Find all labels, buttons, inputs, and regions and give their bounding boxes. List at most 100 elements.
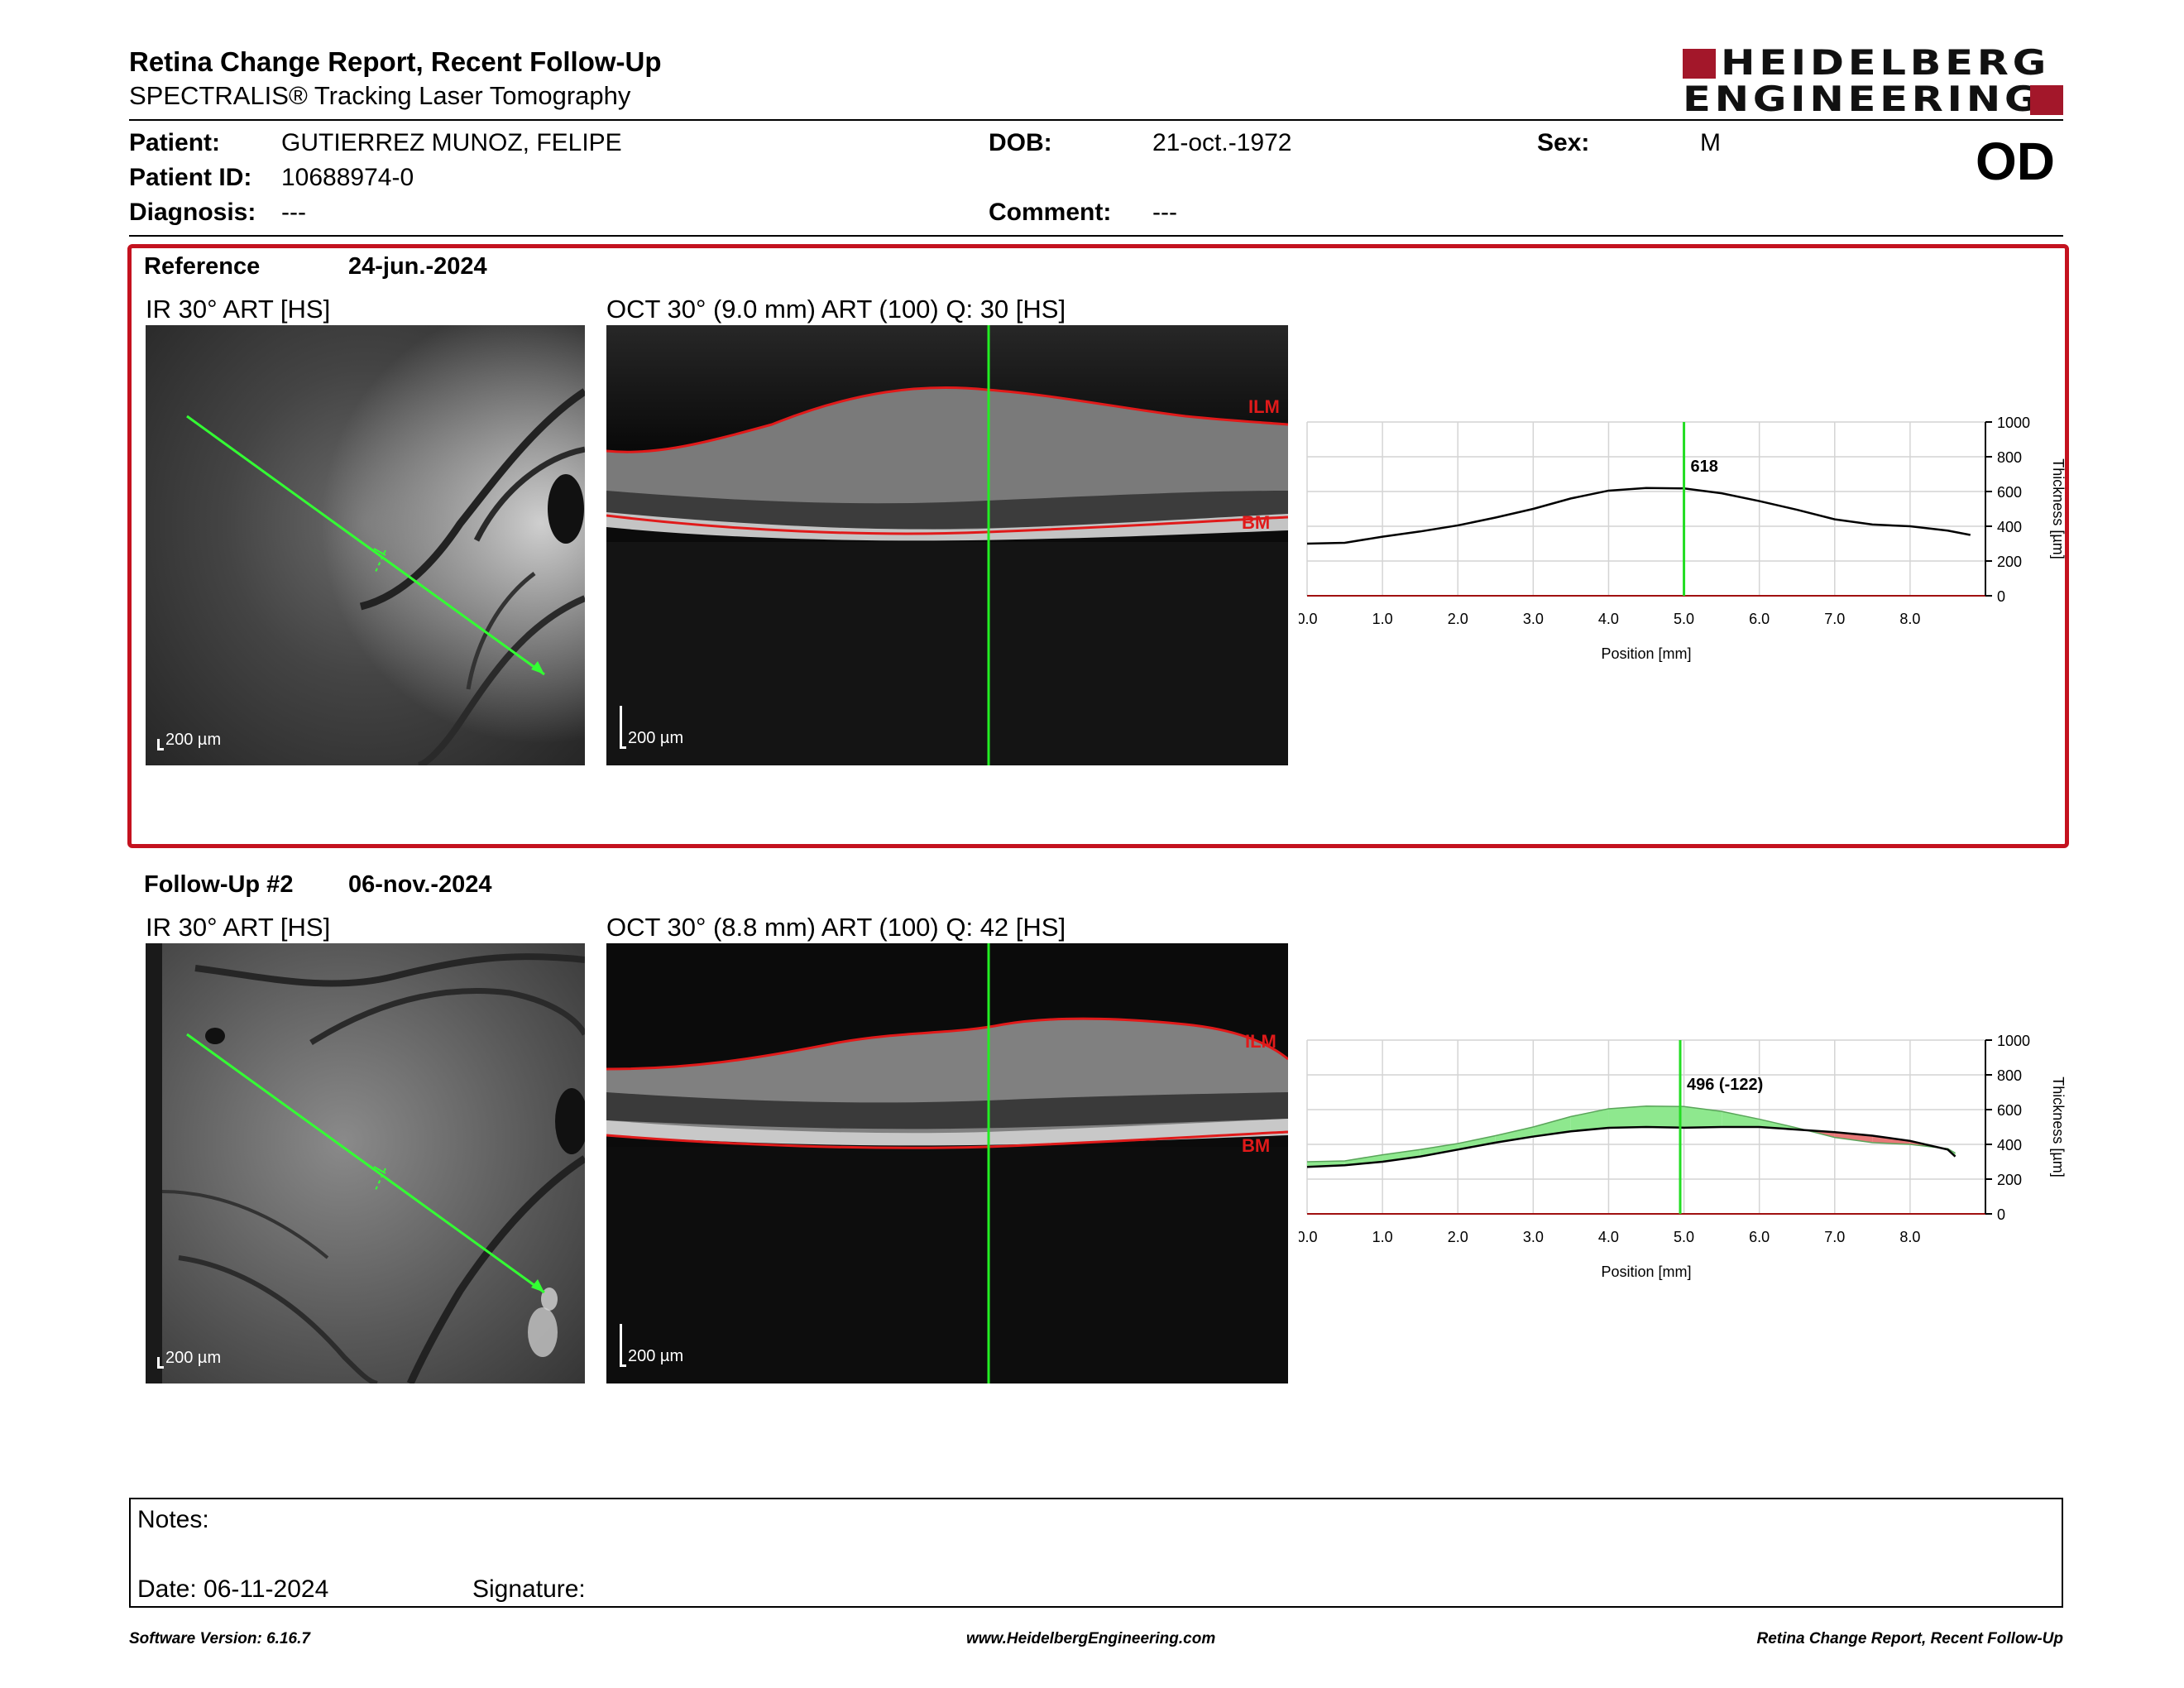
- patient-label: Patient:: [129, 129, 221, 156]
- dob-value: 21-oct.-1972: [1152, 129, 1292, 156]
- thickness-decrease-area: [1458, 1135, 1496, 1150]
- eye-indicator: OD: [1976, 132, 2055, 191]
- x-tick-label: 7.0: [1824, 1229, 1845, 1245]
- x-tick-label: 6.0: [1749, 611, 1770, 627]
- scale-bar: [620, 706, 626, 749]
- x-axis-label: Position [mm]: [1601, 645, 1691, 662]
- scale-label: 200 µm: [165, 1349, 222, 1367]
- y-tick-label: 1000: [1997, 415, 2030, 431]
- thickness-decrease-area: [1533, 1116, 1571, 1137]
- thickness-line: [1306, 487, 1971, 545]
- followup-date: 06-nov.-2024: [348, 871, 492, 898]
- cursor-value-label: 496 (-122): [1687, 1076, 1763, 1094]
- sex-label: Sex:: [1537, 129, 1590, 156]
- y-axis-label: Thickness [µm]: [2050, 1077, 2067, 1177]
- reference-oct-graphic: [606, 325, 1288, 765]
- sex-value: M: [1700, 129, 1721, 156]
- x-tick-label: 5.0: [1674, 1229, 1694, 1245]
- y-tick-label: 400: [1997, 519, 2022, 535]
- bm-label: BM: [1242, 1135, 1271, 1156]
- signature-label: Signature:: [472, 1575, 586, 1603]
- x-tick-label: 2.0: [1448, 611, 1468, 627]
- x-tick-label: 3.0: [1523, 611, 1544, 627]
- y-tick-label: 1000: [1997, 1033, 2030, 1049]
- comment-value: ---: [1152, 199, 1177, 226]
- ilm-label: ILM: [1245, 1031, 1276, 1052]
- cursor-value-label: 618: [1691, 458, 1718, 476]
- y-tick-label: 200: [1997, 1172, 2022, 1188]
- reference-panel: [127, 244, 2069, 848]
- followup-oct-title: OCT 30° (8.8 mm) ART (100) Q: 42 [HS]: [606, 913, 1066, 942]
- thickness-decrease-area: [1684, 1106, 1722, 1128]
- y-tick-label: 200: [1997, 554, 2022, 570]
- comment-label: Comment:: [989, 199, 1112, 226]
- scale-label: 200 µm: [628, 729, 684, 747]
- patient-id: 10688974-0: [281, 164, 414, 191]
- report-title: Retina Change Report, Recent Follow-Up: [129, 46, 662, 77]
- heidelberg-logo: HEIDELBERG ENGINEERING: [1683, 46, 2063, 117]
- logo-line1: HEIDELBERG: [1721, 42, 2051, 83]
- x-tick-label: 4.0: [1598, 1229, 1619, 1245]
- y-tick-label: 0: [1997, 588, 2005, 605]
- x-tick-label: 6.0: [1749, 1229, 1770, 1245]
- patient-id-label: Patient ID:: [129, 164, 252, 191]
- reference-ir-title: IR 30° ART [HS]: [146, 295, 331, 324]
- logo-square-bottom: [2030, 85, 2063, 115]
- x-tick-label: 0.0: [1299, 611, 1318, 627]
- y-tick-label: 600: [1997, 1102, 2022, 1119]
- notes-box: Notes: Date: 06-11-2024 Signature:: [129, 1498, 2063, 1608]
- report-subtitle: SPECTRALIS® Tracking Laser Tomography: [129, 81, 631, 110]
- x-tick-label: 3.0: [1523, 1229, 1544, 1245]
- notes-label: Notes:: [137, 1506, 209, 1533]
- dob-label: DOB:: [989, 129, 1052, 156]
- reference-fundus-graphic: [146, 325, 585, 765]
- y-tick-label: 400: [1997, 1137, 2022, 1153]
- x-tick-label: 5.0: [1674, 611, 1694, 627]
- thickness-decrease-area: [1608, 1105, 1646, 1129]
- footer-software-version: Software Version: 6.16.7: [129, 1630, 310, 1647]
- x-tick-label: 0.0: [1299, 1229, 1318, 1245]
- followup-thickness-line: [1306, 1125, 1956, 1168]
- thickness-decrease-area: [1722, 1111, 1760, 1127]
- footer-website[interactable]: www.HeidelbergEngineering.com: [966, 1630, 1216, 1647]
- reference-thickness-chart: 0 200 400 600 800 1000 0.0 1.0 2.0 3.0 4.0 5.0 6.0 7.…: [1299, 415, 2067, 662]
- logo-square-top: [1683, 49, 1716, 79]
- followup-label: Follow-Up #2: [144, 871, 294, 898]
- reference-date: 24-jun.-2024: [348, 253, 487, 280]
- followup-fundus-graphic: [146, 943, 585, 1383]
- scale-bar: [620, 1324, 626, 1367]
- patient-divider: [129, 235, 2063, 237]
- scale-label: 200 µm: [628, 1347, 684, 1365]
- y-axis-label: Thickness [µm]: [2050, 458, 2067, 559]
- reference-thickness-line: [1306, 1105, 1956, 1163]
- x-axis-label: Position [mm]: [1601, 1264, 1691, 1280]
- scale-label: 200 µm: [165, 731, 222, 749]
- followup-thickness-chart: 0 200 400 600 800 1000 0.0 1.0 2.0 3.0 4.0 5.0 6.0 7.…: [1299, 1033, 2067, 1280]
- y-tick-label: 800: [1997, 449, 2022, 466]
- footer-report-name: Retina Change Report, Recent Follow-Up: [1756, 1630, 2063, 1647]
- x-tick-label: 8.0: [1899, 1229, 1920, 1245]
- diagnosis-label: Diagnosis:: [129, 199, 256, 226]
- x-tick-label: 7.0: [1824, 611, 1845, 627]
- x-tick-label: 2.0: [1448, 1229, 1468, 1245]
- followup-oct-graphic: [606, 943, 1288, 1383]
- thickness-decrease-area: [1495, 1127, 1534, 1143]
- x-tick-label: 1.0: [1372, 1229, 1393, 1245]
- scale-bar: [157, 739, 164, 750]
- x-tick-label: 1.0: [1372, 611, 1393, 627]
- header-divider: [129, 119, 2063, 121]
- logo-line2: ENGINEERING: [1683, 79, 2043, 119]
- reference-label: Reference: [144, 253, 261, 280]
- x-tick-label: 4.0: [1598, 611, 1619, 627]
- thickness-decrease-area: [1570, 1108, 1609, 1132]
- followup-ir-image: 200 µm: [146, 943, 585, 1383]
- bm-label: BM: [1242, 512, 1271, 533]
- y-tick-label: 0: [1997, 1206, 2005, 1223]
- scale-bar: [157, 1357, 164, 1369]
- thickness-decrease-area: [1646, 1105, 1684, 1128]
- reference-oct-title: OCT 30° (9.0 mm) ART (100) Q: 30 [HS]: [606, 295, 1066, 324]
- patient-name: GUTIERREZ MUNOZ, FELIPE: [281, 129, 622, 156]
- thickness-decrease-area: [1420, 1143, 1458, 1157]
- ilm-label: ILM: [1248, 396, 1280, 417]
- reference-ir-image: 200 µm: [146, 325, 585, 765]
